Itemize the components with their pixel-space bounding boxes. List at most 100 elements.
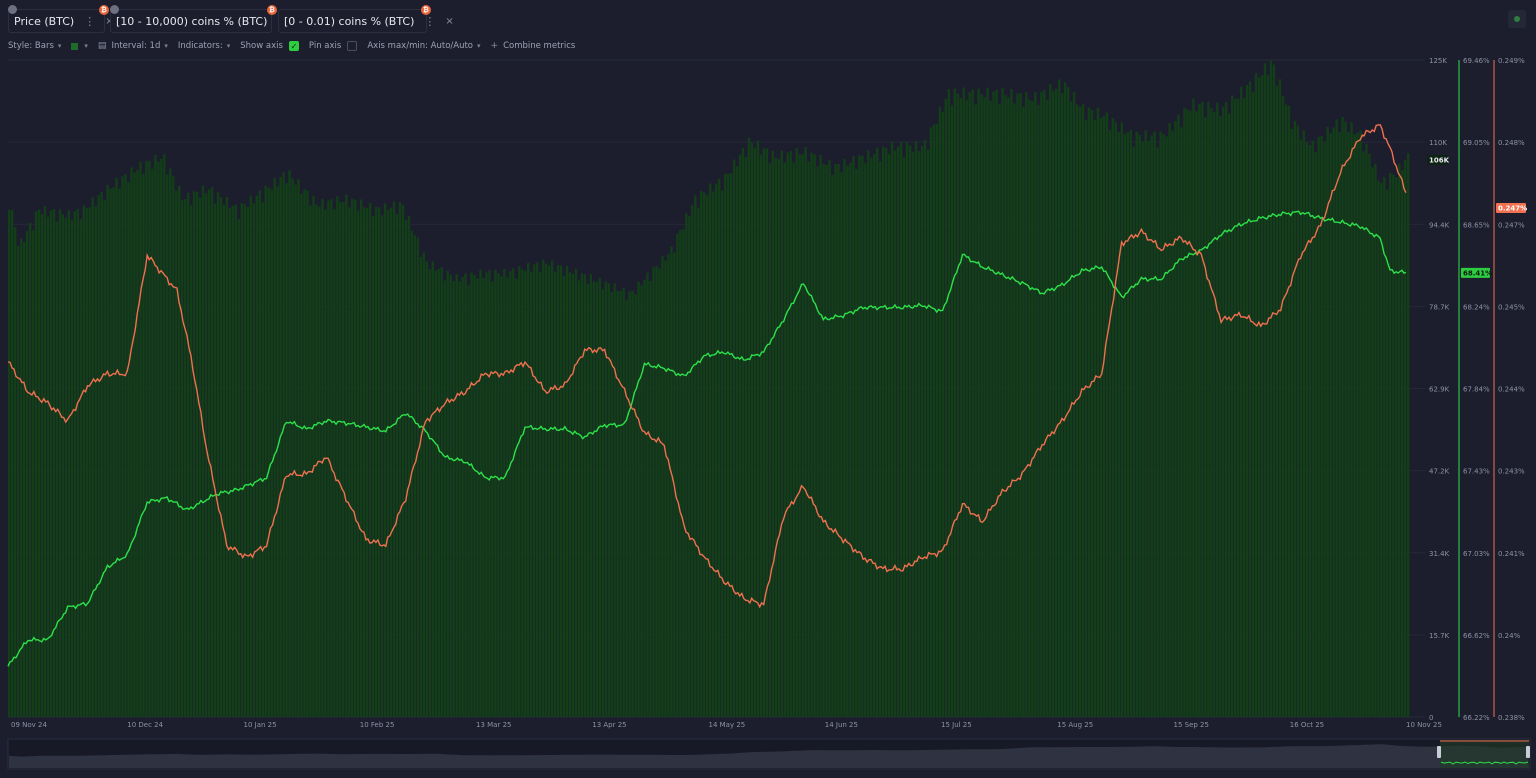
price-bar	[950, 105, 954, 718]
price-bars	[8, 59, 1410, 718]
green-tick-label: 69.46%	[1463, 57, 1490, 65]
price-bar	[1016, 93, 1019, 717]
price-bar	[189, 205, 193, 717]
price-bar	[855, 168, 858, 717]
price-bar	[592, 281, 596, 717]
navigator-right-handle[interactable]	[1526, 746, 1530, 758]
combine-metrics-button[interactable]: + Combine metrics	[491, 41, 576, 51]
orange-tick-label: 0.245%	[1498, 303, 1525, 311]
style-dropdown[interactable]: Style: Bars ▾	[8, 41, 61, 51]
price-bar	[1386, 189, 1389, 718]
price-bar	[19, 238, 23, 718]
price-bar	[1210, 108, 1213, 717]
show-axis-checkbox[interactable]: ✓	[288, 41, 299, 51]
price-bar	[61, 214, 65, 717]
show-axis-toggle[interactable]: Show axis ✓	[240, 41, 299, 51]
range-navigator[interactable]	[7, 738, 1531, 770]
price-bar	[1404, 160, 1407, 718]
price-bar	[1117, 132, 1121, 717]
price-bar	[1144, 130, 1147, 718]
price-bar	[703, 192, 706, 718]
price-bar	[449, 274, 452, 717]
price-bar	[34, 211, 38, 717]
tab-menu-icon[interactable]: ⋮	[84, 14, 96, 28]
price-bar	[267, 187, 270, 717]
price-bar	[720, 190, 724, 718]
price-bar	[524, 270, 527, 717]
price-bar	[1380, 183, 1383, 718]
price-bar	[186, 192, 190, 717]
price-bar	[777, 159, 780, 717]
price-bar	[1341, 116, 1344, 717]
price-bar	[1269, 59, 1273, 717]
price-bar	[738, 154, 742, 718]
price-bar	[646, 272, 649, 717]
price-bar	[213, 203, 217, 718]
price-bar	[834, 164, 837, 717]
price-bar	[1365, 143, 1368, 717]
tab-price[interactable]: Price (BTC) ⋮ × ₿	[8, 5, 114, 33]
price-bar	[246, 207, 250, 717]
price-bar	[154, 155, 157, 717]
price-bar	[82, 205, 85, 717]
price-bar	[243, 204, 247, 718]
price-bar	[124, 174, 127, 717]
price-bar	[547, 265, 551, 717]
price-tick-label: 110K	[1429, 139, 1447, 147]
price-bar	[541, 259, 545, 717]
tab-coins-10-10000[interactable]: [10 - 10,000) coins % (BTC) ⋮ × ₿	[110, 5, 307, 33]
settings-icon[interactable]	[1508, 10, 1526, 28]
bitcoin-badge-icon: ₿	[99, 5, 109, 15]
price-bar	[741, 147, 745, 718]
price-bar	[625, 299, 628, 717]
price-bar	[255, 195, 258, 717]
tab-coins-0-001[interactable]: [0 - 0.01) coins % (BTC) ⋮ × ₿	[278, 5, 454, 33]
price-bar	[118, 188, 121, 717]
price-bar	[1222, 106, 1225, 717]
price-bar	[512, 268, 515, 717]
price-bar	[1090, 109, 1094, 717]
interval-dropdown[interactable]: ▤ Interval: 1d ▾	[98, 41, 168, 51]
price-bar	[1138, 134, 1141, 717]
price-bar	[667, 254, 670, 717]
tab-close-icon[interactable]: ×	[445, 15, 454, 27]
orange-current-label: 0.247%	[1498, 204, 1527, 212]
price-bar	[1248, 81, 1252, 717]
price-bar	[264, 185, 267, 717]
price-bar	[550, 260, 554, 717]
price-bar	[357, 210, 360, 718]
indicators-dropdown[interactable]: Indicators: ▾	[178, 41, 230, 51]
price-bar	[1111, 117, 1115, 717]
price-bar	[1019, 93, 1022, 717]
price-bar	[219, 196, 223, 717]
price-bar	[351, 198, 354, 717]
tab-menu-icon[interactable]: ⋮	[424, 14, 436, 28]
pin-axis-toggle[interactable]: Pin axis	[309, 41, 358, 51]
lock-icon	[110, 5, 119, 14]
price-bar	[333, 209, 336, 717]
price-bar	[685, 213, 688, 717]
price-bar	[28, 222, 32, 717]
price-bar	[515, 278, 518, 717]
price-bar	[1147, 140, 1150, 717]
navigator-left-handle[interactable]	[1437, 746, 1441, 758]
price-bar	[1007, 97, 1010, 717]
price-bar	[294, 184, 297, 717]
price-bar	[890, 141, 894, 717]
price-bar	[1049, 84, 1052, 718]
price-bar	[729, 173, 733, 718]
tab-close-icon[interactable]: ×	[105, 16, 113, 27]
date-tick-label: 16 Oct 25	[1290, 721, 1324, 729]
price-bar	[172, 176, 175, 717]
price-bar	[911, 151, 915, 718]
axis-minmax-dropdown[interactable]: Axis max/min: Auto/Auto ▾	[367, 41, 480, 51]
price-bar	[503, 268, 506, 717]
color-picker[interactable]: ▾	[71, 42, 88, 50]
price-bar	[807, 161, 810, 717]
price-bar	[97, 195, 100, 718]
price-bar	[207, 189, 211, 718]
price-bar	[315, 204, 318, 718]
price-bar	[1305, 142, 1308, 718]
pin-axis-checkbox[interactable]	[347, 41, 358, 51]
